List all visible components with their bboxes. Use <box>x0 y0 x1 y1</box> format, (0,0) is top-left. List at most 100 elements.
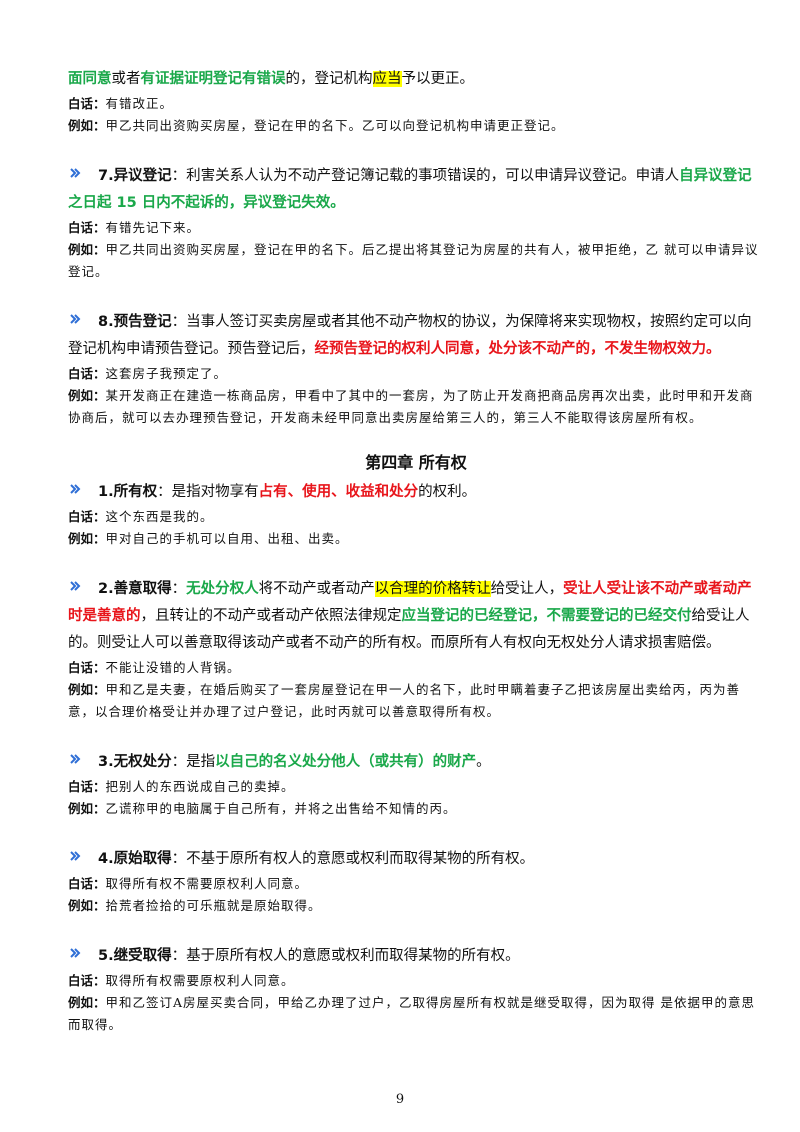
paragraph: 5.继受取得：基于原所有权人的意愿或权利而取得某物的所有权。 <box>68 943 764 970</box>
note-label: 例如： <box>68 995 106 1010</box>
paragraph: 7.异议登记：利害关系人认为不动产登记簿记载的事项错误的，可以申请异议登记。申请… <box>68 163 764 217</box>
bullet-icon <box>70 948 81 958</box>
text-run: 应当登记的已经登记，不需要登记的已经交付 <box>401 608 692 624</box>
note: 例如：甲对自己的手机可以自用、出租、出卖。 <box>68 528 764 550</box>
text-run: 自异议登记之日起 15 日内不起诉的，异议登记失效。 <box>68 168 752 211</box>
paragraph: 8.预告登记：当事人签订买卖房屋或者其他不动产物权的协议，为保障将来实现物权，按… <box>68 309 764 363</box>
text-run: 受让人受让该不动产或者动产 时是善意的 <box>68 581 752 624</box>
text-run: 经预告登记的权利人同意，处分该不动产的，不发生物权效力。 <box>314 341 721 357</box>
text-run: 面同意 <box>68 71 112 87</box>
note: 例如：甲和乙是夫妻，在婚后购买了一套房屋登记在甲一人的名下，此时甲瞒着妻子乙把该… <box>68 679 764 723</box>
note-text: 不能让没错的人背锅。 <box>105 660 241 675</box>
text-run: 。 <box>476 754 491 770</box>
note: 例如：乙谎称甲的电脑属于自己所有，并将之出售给不知情的丙。 <box>68 798 764 820</box>
text-run: ：不基于原所有权人的意愿或权利而取得某物的所有权。 <box>171 851 535 867</box>
section-heading: 8.预告登记 <box>98 314 172 330</box>
note-label: 白话： <box>68 779 106 794</box>
note: 白话：有错改正。 <box>68 93 764 115</box>
note-text: 取得所有权不需要原权利人同意。 <box>105 876 309 891</box>
note: 例如：甲乙共同出资购买房屋，登记在甲的名下。乙可以向登记机构申请更正登记。 <box>68 115 764 137</box>
text-run: 占有、使用、收益和处分 <box>258 484 419 500</box>
section: 4.原始取得：不基于原所有权人的意愿或权利而取得某物的所有权。白话：取得所有权不… <box>68 846 764 917</box>
section-heading: 1.所有权 <box>98 484 158 500</box>
note-text: 乙谎称甲的电脑属于自己所有，并将之出售给不知情的丙。 <box>105 801 457 816</box>
section: 面同意或者有证据证明登记有错误的，登记机构应当予以更正。 白话：有错改正。 例如：甲… <box>68 66 764 137</box>
text-run: 以自己的名义处分他人（或共有）的财产 <box>215 754 477 770</box>
note: 白话：取得所有权需要原权利人同意。 <box>68 970 764 992</box>
note-text: 某开发商正在建造一栋商品房，甲看中了其中的一套房，为了防止开发商把商品房再次出卖… <box>68 388 754 425</box>
text-run: 予以更正。 <box>401 71 475 87</box>
section-heading: 4.原始取得 <box>98 851 172 867</box>
note: 例如：某开发商正在建造一栋商品房，甲看中了其中的一套房，为了防止开发商把商品房再… <box>68 385 764 429</box>
note-text: 甲和乙签订A房屋买卖合同，甲给乙办理了过户，乙取得房屋所有权就是继受取得，因为取… <box>68 995 756 1032</box>
bullet-icon <box>70 754 81 764</box>
note-text: 这套房子我预定了。 <box>105 366 228 381</box>
note-label: 例如： <box>68 118 106 133</box>
section-heading: 5.继受取得 <box>98 948 172 964</box>
note-label: 例如： <box>68 682 106 697</box>
text-run: 有证据证明登记有错误 <box>140 71 286 87</box>
note: 白话：取得所有权不需要原权利人同意。 <box>68 873 764 895</box>
note-text: 取得所有权需要原权利人同意。 <box>105 973 295 988</box>
text-run: ：基于原所有权人的意愿或权利而取得某物的所有权。 <box>171 948 520 964</box>
paragraph: 面同意或者有证据证明登记有错误的，登记机构应当予以更正。 <box>68 66 764 93</box>
text-run: 应当 <box>372 71 402 87</box>
note-label: 例如： <box>68 242 106 257</box>
note-label: 白话： <box>68 876 106 891</box>
text-run: 的权利。 <box>418 484 477 500</box>
content: 面同意或者有证据证明登记有错误的，登记机构应当予以更正。 白话：有错改正。 例如：甲… <box>68 66 764 1062</box>
text-run: 无处分权人 <box>186 581 259 597</box>
text-run: ：是指对物享有 <box>157 484 259 500</box>
note-label: 例如： <box>68 898 106 913</box>
note-label: 白话： <box>68 96 106 111</box>
note-label: 例如： <box>68 531 106 546</box>
note-text: 这个东西是我的。 <box>105 509 214 524</box>
note: 白话：有错先记下来。 <box>68 217 764 239</box>
section-heading: 3.无权处分 <box>98 754 172 770</box>
note-label: 例如： <box>68 801 106 816</box>
text-run: ： <box>171 581 187 597</box>
note: 例如：甲和乙签订A房屋买卖合同，甲给乙办理了过户，乙取得房屋所有权就是继受取得，… <box>68 992 764 1036</box>
note-label: 白话： <box>68 220 106 235</box>
text-run: ：是指 <box>171 754 216 770</box>
paragraph: 2.善意取得：无处分权人将不动产或者动产以合理的价格转让给受让人，受让人受让该不… <box>68 576 764 657</box>
note: 白话：把别人的东西说成自己的卖掉。 <box>68 776 764 798</box>
text-run: ，且转让的不动产或者动产依照法律规定 <box>140 608 402 624</box>
section: 8.预告登记：当事人签订买卖房屋或者其他不动产物权的协议，为保障将来实现物权，按… <box>68 309 764 429</box>
section-heading: 7.异议登记 <box>98 168 172 184</box>
section: 5.继受取得：基于原所有权人的意愿或权利而取得某物的所有权。 白话：取得所有权需要… <box>68 943 764 1036</box>
note: 例如：拾荒者捡拾的可乐瓶就是原始取得。 <box>68 895 764 917</box>
bullet-icon <box>70 484 81 494</box>
note-text: 甲和乙是夫妻，在婚后购买了一套房屋登记在甲一人的名下，此时甲瞒着妻子乙把该房屋出… <box>68 682 741 719</box>
section: 2.善意取得：无处分权人将不动产或者动产以合理的价格转让给受让人，受让人受让该不… <box>68 576 764 723</box>
paragraph: 1.所有权：是指对物享有占有、使用、收益和处分的权利。 <box>68 479 764 506</box>
note-label: 白话： <box>68 366 106 381</box>
note-label: 白话： <box>68 509 106 524</box>
text-run: 给受让人， <box>490 581 564 597</box>
text-run: 将不动产或者动产 <box>258 581 375 597</box>
note-text: 有错改正。 <box>105 96 174 111</box>
text-run: ：当事人签订买卖房屋或者其他不动产物权的协议，为保障将来实现物权，按照约定可以向… <box>68 314 752 357</box>
text-run: 给受让人 的。则受让人可以善意取得该动产或者不动产的所有权。而原所有人有权向无权… <box>68 608 750 651</box>
bullet-icon <box>70 581 81 591</box>
chapter-title: 第四章 所有权 <box>365 453 467 472</box>
text-run: 以合理的价格转让 <box>374 581 491 597</box>
text-run: ：利害关系人认为不动产登记簿记载的事项错误的，可以申请异议登记。申请人 <box>171 168 680 184</box>
text-run: 或者 <box>111 71 141 87</box>
page-number: 9 <box>395 1092 405 1107</box>
note-label: 白话： <box>68 973 106 988</box>
bullet-icon <box>70 851 81 861</box>
paragraph: 3.无权处分：是指以自己的名义处分他人（或共有）的财产。 <box>68 749 764 776</box>
section: 3.无权处分：是指以自己的名义处分他人（或共有）的财产。 白话：把别人的东西说成自… <box>68 749 764 820</box>
note-text: 拾荒者捡拾的可乐瓶就是原始取得。 <box>105 898 322 913</box>
note-text: 甲乙共同出资购买房屋，登记在甲的名下。后乙提出将其登记为房屋的共有人，被甲拒绝，… <box>68 242 759 279</box>
bullet-icon <box>70 314 81 324</box>
note-text: 把别人的东西说成自己的卖掉。 <box>105 779 295 794</box>
note-text: 甲乙共同出资购买房屋，登记在甲的名下。乙可以向登记机构申请更正登记。 <box>105 118 565 133</box>
note: 白话：这套房子我预定了。 <box>68 363 764 385</box>
note-label: 白话： <box>68 660 106 675</box>
section-heading: 2.善意取得 <box>98 581 172 597</box>
bullet-icon <box>70 168 81 178</box>
note-label: 例如： <box>68 388 106 403</box>
